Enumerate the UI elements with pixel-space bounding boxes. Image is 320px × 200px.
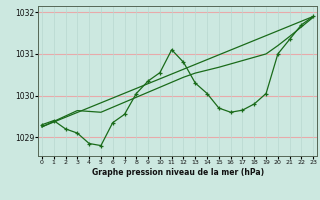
X-axis label: Graphe pression niveau de la mer (hPa): Graphe pression niveau de la mer (hPa) [92,168,264,177]
